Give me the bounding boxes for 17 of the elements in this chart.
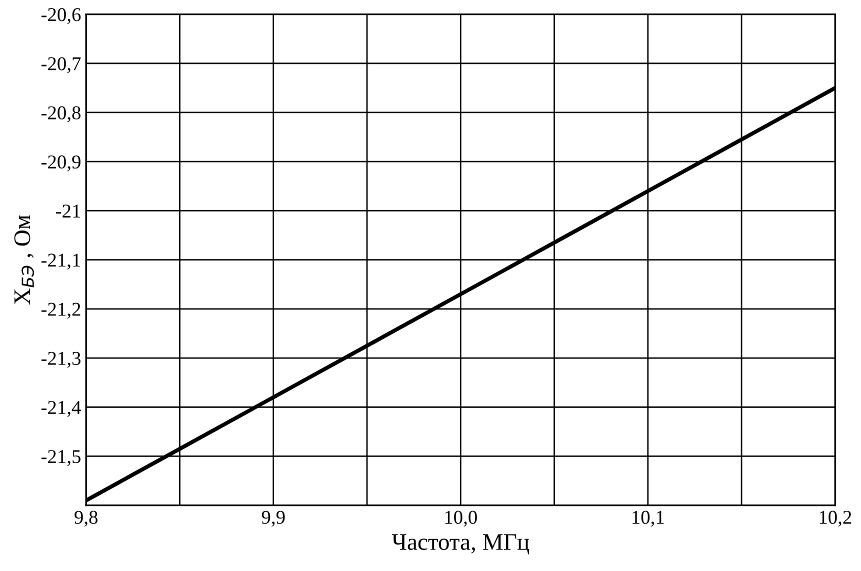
x-axis-title: Частота, МГц: [392, 534, 530, 554]
y-tick-label: -21,5: [41, 450, 80, 466]
x-tick-label: 10,0: [445, 510, 477, 527]
x-tick-label: 10,2: [820, 510, 852, 527]
x-tick-label: 9,8: [74, 510, 98, 527]
y-tick-label: -20,9: [41, 155, 80, 172]
x-tick-label: 10,1: [632, 510, 664, 527]
x-tick-label: 9,9: [262, 510, 285, 527]
y-tick-label: -21,1: [41, 254, 80, 270]
y-tick-label: -21,3: [41, 352, 80, 368]
y-tick-label: -20,7: [41, 57, 81, 74]
y-tick-label: -20,6: [41, 8, 81, 24]
y-tick-label: -21: [56, 204, 80, 218]
y-tick-label: -20,8: [41, 106, 80, 122]
y-axis-title: X$_{БЭ}$ , Ом: [14, 215, 34, 305]
y-tick-label: -21,4: [41, 400, 81, 417]
y-tick-label: -21,2: [41, 302, 80, 319]
